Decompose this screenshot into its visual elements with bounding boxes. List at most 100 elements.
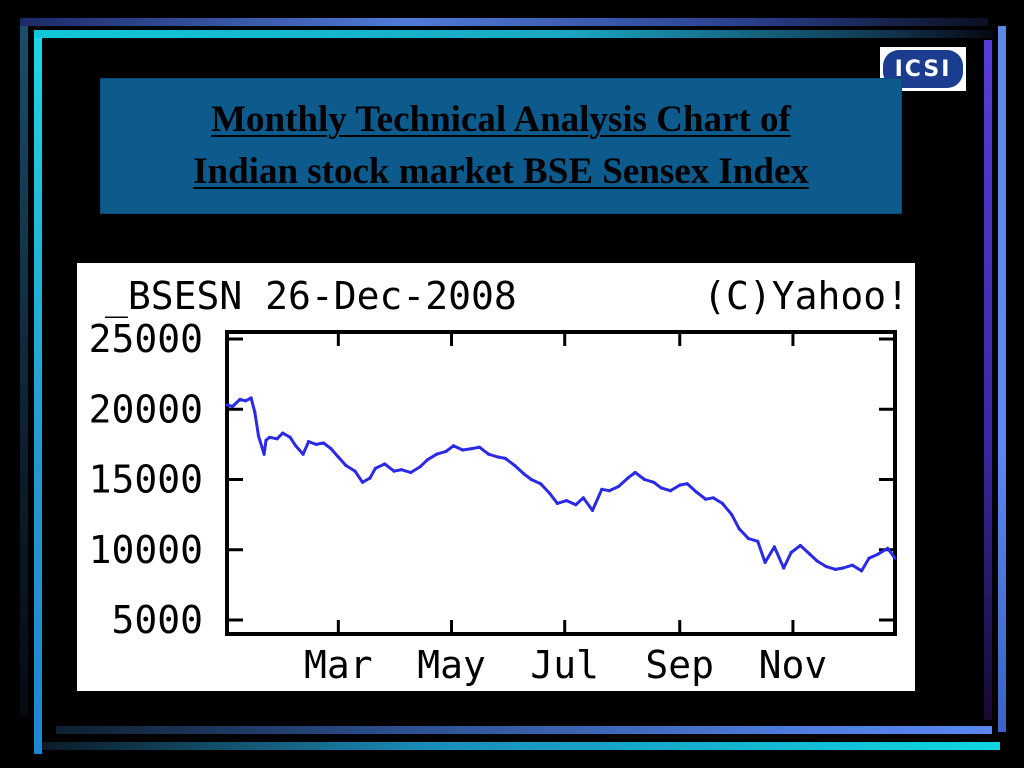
data-point <box>264 438 268 442</box>
data-point <box>487 452 491 456</box>
data-point <box>616 484 621 489</box>
data-point <box>496 455 500 459</box>
data-point <box>336 455 340 459</box>
slide-title-line-2: Indian stock market BSE Sensex Index <box>193 151 809 192</box>
data-point <box>435 452 439 456</box>
data-point <box>633 470 637 475</box>
y-tick-label: 15000 <box>89 458 203 502</box>
data-point <box>529 477 533 482</box>
data-point <box>772 545 777 549</box>
data-point <box>262 452 266 456</box>
data-point <box>850 563 854 567</box>
decorative-bar-bottom-upper <box>56 726 992 734</box>
data-point <box>461 448 465 452</box>
data-point <box>244 399 248 403</box>
plot-area-frame <box>225 330 897 636</box>
data-point <box>231 404 235 408</box>
data-point <box>581 496 585 500</box>
data-point <box>294 444 298 448</box>
data-point <box>383 462 387 466</box>
data-point <box>763 560 767 564</box>
data-point <box>301 452 305 456</box>
x-tick-label: Jul <box>530 643 599 687</box>
data-point <box>253 410 257 414</box>
data-point <box>418 465 422 469</box>
slide-title-box: Monthly Technical Analysis Chart of Indi… <box>100 78 902 214</box>
data-point <box>590 508 595 512</box>
x-tick-label: Sep <box>645 643 714 687</box>
data-point <box>225 403 229 407</box>
data-point <box>737 527 741 531</box>
data-point <box>288 435 292 439</box>
data-point <box>626 476 630 480</box>
decorative-bar-bottom-lower <box>42 742 1000 750</box>
data-point <box>360 480 365 484</box>
data-point <box>444 449 448 453</box>
data-point <box>238 397 242 401</box>
data-point <box>470 447 474 451</box>
sensex-line-chart: _BSESN 26-Dec-2008 (C)Yahoo! 5000 10000 15… <box>89 274 909 687</box>
data-point <box>329 447 333 451</box>
data-point <box>893 556 897 560</box>
data-point <box>876 552 880 556</box>
data-point <box>600 487 604 491</box>
data-point <box>539 482 543 486</box>
data-point <box>659 486 663 490</box>
data-point <box>281 431 285 435</box>
x-tick-label: Nov <box>759 643 828 687</box>
data-point <box>321 441 326 445</box>
data-point <box>678 483 682 487</box>
series-line-bsesn <box>226 396 897 573</box>
y-tick-label: 20000 <box>89 387 203 431</box>
data-point <box>548 492 552 496</box>
data-point <box>886 546 890 550</box>
data-point <box>409 470 413 475</box>
data-point <box>730 513 734 517</box>
x-axis: Mar May Jul Sep Nov <box>304 332 827 687</box>
data-point <box>789 551 793 555</box>
chart-header-copyright: (C)Yahoo! <box>703 274 909 318</box>
data-point <box>307 440 311 444</box>
data-point <box>368 476 372 480</box>
data-point <box>555 501 559 505</box>
data-point <box>344 463 348 467</box>
chart-header-symbol-date: _BSESN 26-Dec-2008 <box>105 274 517 319</box>
decorative-bar-left-outer <box>20 26 28 716</box>
data-point <box>685 482 689 486</box>
data-point <box>720 501 725 505</box>
data-point <box>275 437 279 441</box>
data-point <box>867 556 871 560</box>
slide-title-line-1: Monthly Technical Analysis Chart of <box>211 99 791 140</box>
x-tick-label: May <box>417 643 486 687</box>
decorative-bar-top-inner <box>34 30 994 38</box>
decorative-bar-right-inner <box>984 40 992 720</box>
data-point <box>746 536 751 541</box>
data-point <box>249 396 253 400</box>
data-point <box>256 434 261 438</box>
data-point <box>756 539 760 543</box>
data-point <box>652 480 656 484</box>
data-point <box>841 566 845 570</box>
data-point <box>373 466 377 470</box>
data-point <box>574 503 578 507</box>
data-point <box>451 444 455 448</box>
data-point <box>477 445 481 449</box>
data-point <box>353 469 357 473</box>
data-point <box>668 489 673 493</box>
data-point <box>565 499 569 503</box>
data-point <box>815 559 819 563</box>
data-point <box>399 468 403 472</box>
data-point <box>834 567 838 571</box>
y-axis: 5000 10000 15000 20000 25000 <box>89 317 895 642</box>
data-point <box>522 472 526 476</box>
data-point <box>513 463 517 467</box>
data-point <box>782 566 786 570</box>
data-point <box>694 490 699 494</box>
chart-panel: _BSESN 26-Dec-2008 (C)Yahoo! 5000 10000 15… <box>77 263 915 691</box>
data-point <box>798 543 803 548</box>
data-point <box>268 435 272 439</box>
data-point <box>392 469 396 473</box>
data-point <box>704 497 708 501</box>
data-point <box>860 569 864 573</box>
data-point <box>808 552 812 556</box>
